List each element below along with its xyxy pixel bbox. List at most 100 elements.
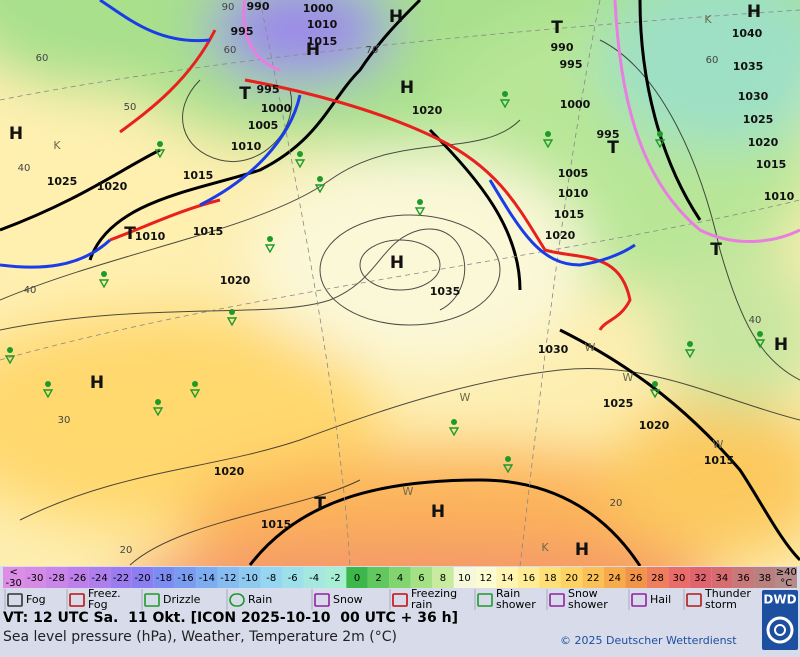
symbol-icon (686, 593, 702, 607)
scale-label: -2 (331, 573, 341, 584)
symbol-icon (477, 593, 493, 607)
scale-cell (389, 567, 411, 588)
isobar-label: 1005 (558, 167, 589, 180)
isobar-label: 1005 (248, 119, 279, 132)
weather-triangle (542, 139, 554, 149)
isobar-label: 1015 (554, 208, 585, 221)
weather-triangle (684, 349, 696, 359)
scale-cell (367, 567, 390, 588)
scale-label: 38 (758, 573, 771, 584)
scale-label: 26 (630, 573, 643, 584)
isobar-label: 995 (231, 25, 254, 38)
scale-label: -14 (199, 573, 215, 584)
scale-cell (24, 567, 46, 588)
scale-cell (410, 567, 433, 588)
pressure-center: H (9, 124, 23, 144)
scale-cell (732, 567, 755, 588)
weather-dot (657, 131, 663, 137)
scale-cell (131, 567, 154, 588)
temperature-label: 20 (120, 545, 133, 556)
scale-label: 20 (565, 573, 578, 584)
scale-cell (110, 567, 132, 588)
scale-label: 8 (440, 573, 446, 584)
isobar-label: 1015 (307, 35, 338, 48)
scale-label: -4 (309, 573, 319, 584)
scale-cell (303, 567, 325, 588)
scale-cell (67, 567, 89, 588)
weather-triangle (226, 317, 238, 327)
isobar-label: 1010 (764, 190, 795, 203)
isobar-label: 1030 (538, 343, 569, 356)
weather-dot (687, 341, 693, 347)
symbol-label: Hail (650, 593, 671, 606)
scale-cell (475, 567, 497, 588)
isobar-label: 990 (247, 0, 270, 13)
scale-label: 16 (522, 573, 535, 584)
scale-label: 32 (694, 573, 707, 584)
pressure-center: T (710, 240, 722, 260)
symbol-icon (144, 593, 160, 607)
isobar-label: 1025 (743, 113, 774, 126)
symbol-icon (7, 593, 23, 607)
symbol-label: Rain shower (496, 587, 536, 611)
scale-cell (324, 567, 347, 588)
pressure-center: H (306, 40, 320, 60)
symbol-icon (314, 593, 330, 607)
temperature-label: 30 (58, 415, 71, 426)
pressure-center: T (551, 18, 563, 38)
pressure-center: H (90, 373, 104, 393)
map (0, 0, 800, 566)
weather-dot (757, 331, 763, 337)
scale-cell (775, 567, 797, 588)
scale-label: -8 (266, 573, 276, 584)
isobar-label: 1015 (261, 518, 292, 531)
isobar-label: 1025 (47, 175, 78, 188)
scale-cell (603, 567, 626, 588)
scale-label: 36 (737, 573, 750, 584)
scale-cell (754, 567, 776, 588)
isobar-label: 995 (597, 128, 620, 141)
pressure-center: H (575, 540, 589, 560)
scale-label: -16 (177, 573, 193, 584)
weather-dot (155, 399, 161, 405)
pressure-center: H (774, 335, 788, 355)
pressure-center: T (607, 138, 619, 158)
isobar-label: 1020 (220, 274, 251, 287)
symbol-label: Thunder storm (704, 587, 751, 611)
map-letter: W (460, 391, 471, 404)
isobar-label: 1020 (97, 180, 128, 193)
scale-label: -30 (27, 573, 43, 584)
scale-label: 6 (418, 573, 424, 584)
symbol-label: Freez. Fog (88, 587, 121, 611)
map-letter: K (704, 13, 712, 26)
isobar-label: 1010 (135, 230, 166, 243)
scale-cell (496, 567, 519, 588)
scale-label: -22 (113, 573, 129, 584)
symbol-icon (392, 593, 408, 607)
weather-dot (505, 456, 511, 462)
weather-triangle (654, 139, 666, 149)
symbol-icon (229, 593, 245, 607)
symbol-label: Rain (248, 593, 272, 606)
scale-label: 12 (479, 573, 492, 584)
isobar-label: 1000 (303, 2, 334, 15)
scale-label: -6 (288, 573, 298, 584)
pressure-center: T (314, 494, 326, 514)
description: Sea level pressure (hPa), Weather, Tempe… (3, 629, 397, 645)
scale-label: -12 (220, 573, 236, 584)
weather-dot (267, 236, 273, 242)
scale-cell (560, 567, 583, 588)
weather-triangle (4, 355, 16, 365)
scale-label: -20 (134, 573, 150, 584)
isobar-label: 1010 (307, 18, 338, 31)
scale-label: 10 (458, 573, 471, 584)
scale-label: 28 (651, 573, 664, 584)
symbol-label: Snow (333, 593, 363, 606)
isobar-label: 1000 (560, 98, 591, 111)
scale-cell (3, 567, 25, 588)
symbol-label: Drizzle (163, 593, 201, 606)
weather-dot (652, 381, 658, 387)
scale-label: 0 (354, 573, 360, 584)
